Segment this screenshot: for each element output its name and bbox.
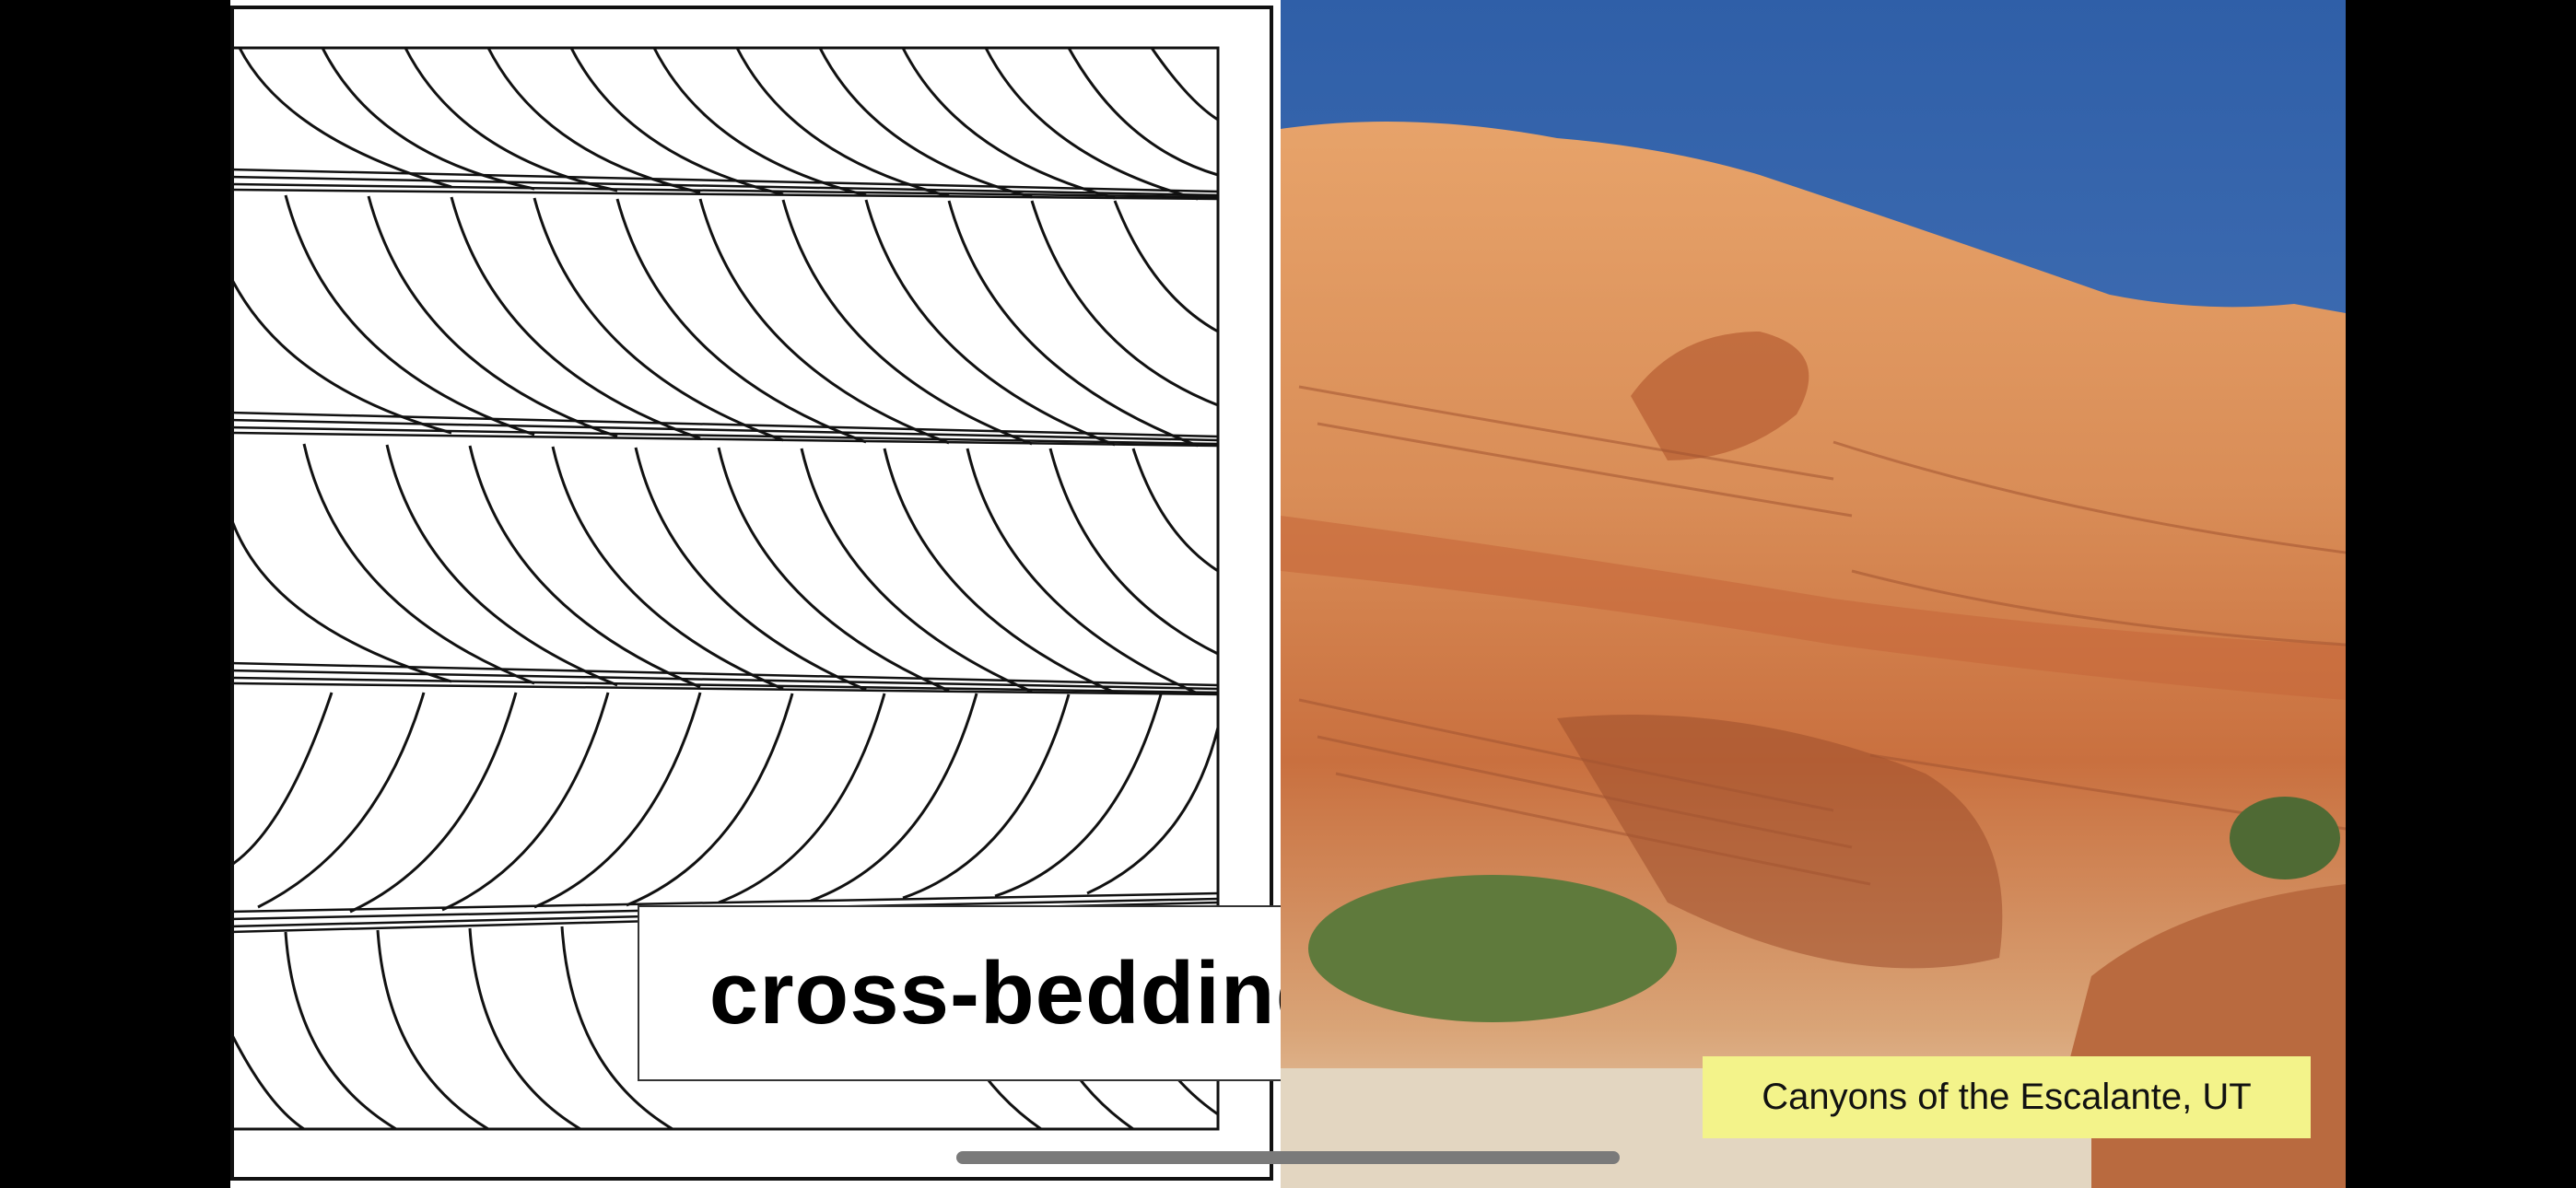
home-indicator-bar[interactable] <box>956 1151 1620 1164</box>
escalante-photo: Canyons of the Escalante, UT <box>1281 0 2346 1188</box>
sandstone-cliff-image <box>1281 0 2346 1188</box>
cross-bedding-diagram: cross-bedding <box>230 0 1402 1188</box>
photo-caption: Canyons of the Escalante, UT <box>1703 1056 2311 1138</box>
diagram-title: cross-bedding <box>638 905 1402 1081</box>
slide: cross-bedding <box>230 0 2346 1188</box>
cross-bedding-illustration <box>230 6 1273 1181</box>
